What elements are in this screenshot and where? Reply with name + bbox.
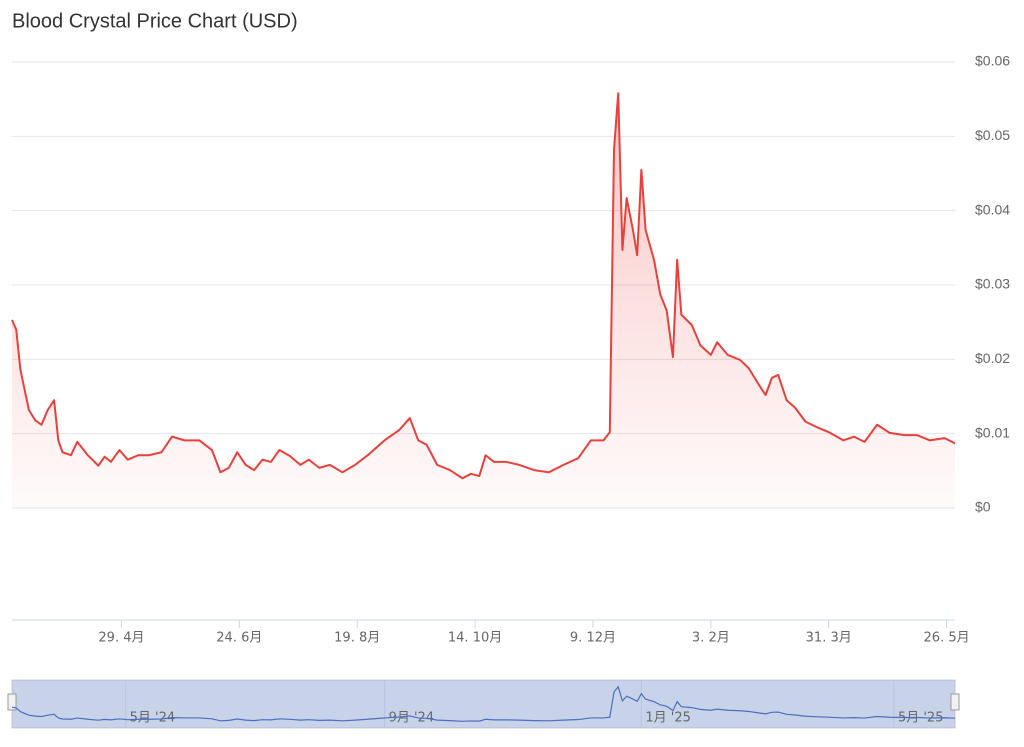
navigator-handle[interactable] (950, 693, 960, 711)
navigator-handle[interactable] (7, 693, 17, 711)
x-tick-label: 26. 5月 (924, 631, 970, 646)
x-tick-label: 24. 6月 (216, 631, 262, 646)
navigator-background (11, 679, 956, 729)
x-tick-label: 31. 3月 (806, 631, 852, 646)
navigator-tick-label: 5月 '24 (130, 711, 176, 726)
price-line (11, 92, 956, 480)
chart-title: Blood Crystal Price Chart (USD) (12, 10, 298, 32)
y-tick-label: $0 (975, 499, 991, 515)
x-tick-label: 3. 2月 (692, 631, 730, 646)
y-tick-label: $0.02 (975, 350, 1010, 366)
y-tick-label: $0.03 (975, 276, 1010, 292)
navigator-tick-label: 1月 '25 (645, 711, 691, 726)
x-tick-label: 14. 10月 (448, 631, 502, 646)
x-tick-label: 29. 4月 (98, 631, 144, 646)
x-tick-label: 9. 12月 (570, 631, 616, 646)
navigator-line (11, 685, 956, 722)
x-tick-label: 19. 8月 (334, 631, 380, 646)
y-tick-label: $0.05 (975, 127, 1010, 143)
y-tick-label: $0.06 (975, 53, 1010, 69)
price-area (12, 93, 955, 508)
navigator-tick-label: 9月 '24 (389, 711, 435, 726)
y-tick-label: $0.01 (975, 424, 1010, 440)
y-tick-label: $0.04 (975, 201, 1010, 217)
